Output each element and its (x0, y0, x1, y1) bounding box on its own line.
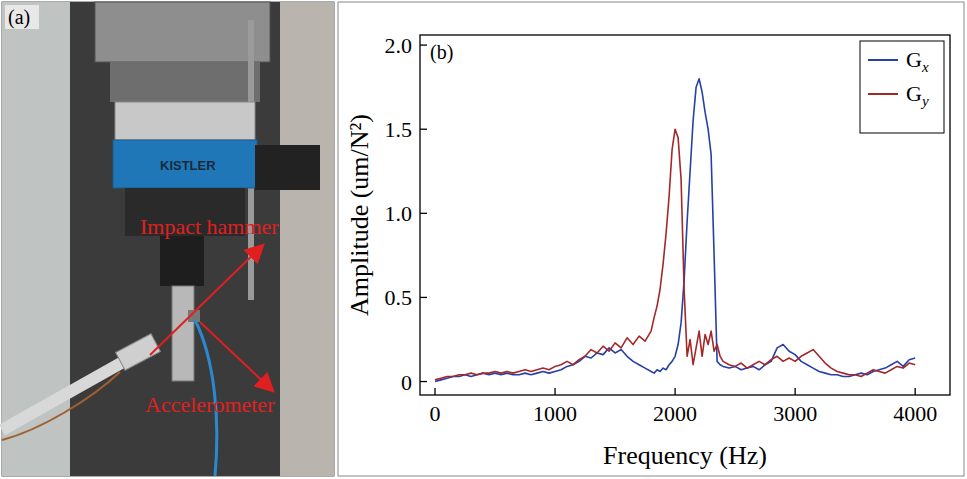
legend-label: Gx (906, 47, 929, 75)
y-tick-label: 1.5 (385, 117, 413, 142)
y-tick (420, 213, 427, 214)
photo-panel: KISTLER Impact hammer Accelerometer (a) (2, 2, 334, 476)
dynamometer-top (115, 102, 255, 140)
y-tick-label: 0.5 (385, 285, 413, 310)
legend-swatch (868, 59, 898, 61)
connector (255, 145, 320, 190)
y-tick (420, 381, 427, 382)
chuck (160, 236, 204, 286)
y-tick (420, 297, 427, 298)
spindle-adapter (110, 62, 260, 102)
x-tick-label: 0 (430, 401, 441, 426)
y-tick (420, 44, 427, 45)
photo-column (70, 2, 280, 476)
series-line (435, 129, 915, 380)
hammer-handle (2, 358, 130, 430)
hammer-cable (2, 372, 120, 440)
brand-label: KISTLER (160, 158, 216, 173)
legend-box (860, 41, 944, 133)
legend-label: Gy (906, 81, 929, 109)
x-tick (554, 388, 555, 395)
y-tick-label: 1.0 (385, 201, 413, 226)
y-tick-label: 0 (401, 370, 412, 395)
x-tick (794, 388, 795, 395)
y-axis-title: Amplitude (um/N²) (345, 114, 374, 316)
x-axis-title: Frequency (Hz) (603, 441, 767, 470)
series-group (435, 79, 915, 382)
panel-label: (b) (430, 41, 453, 64)
tool (172, 286, 194, 381)
panel-label: (a) (8, 6, 30, 29)
y-tick (420, 129, 427, 130)
annotation: Impact hammer (140, 214, 279, 239)
photo-background (2, 2, 334, 476)
x-tick-label: 3000 (773, 401, 817, 426)
x-tick (434, 388, 435, 395)
photo-wall (280, 2, 334, 476)
series-line (435, 79, 915, 382)
label-patch (5, 5, 39, 29)
x-tick-label: 2000 (653, 401, 697, 426)
annotation: Accelerometer (145, 392, 275, 417)
y-tick-label: 2.0 (385, 33, 413, 58)
plot-frame (420, 35, 950, 395)
spindle-head (95, 2, 270, 62)
x-tick-label: 4000 (893, 401, 937, 426)
chart-panel (338, 2, 964, 476)
figure: KISTLER Impact hammer Accelerometer (a) 0 100… (0, 0, 967, 479)
dynamometer-ring (113, 140, 257, 188)
x-tick (915, 388, 916, 395)
x-tick (674, 388, 675, 395)
arrow (200, 322, 272, 390)
x-tick-label: 1000 (533, 401, 577, 426)
arrow (150, 246, 262, 355)
legend-swatch (868, 93, 898, 95)
chart: 0 1000 2000 3000 4000 0 0.5 1.0 1.5 2.0 Frequency … (345, 33, 950, 470)
legend: Gx Gy (860, 41, 944, 133)
